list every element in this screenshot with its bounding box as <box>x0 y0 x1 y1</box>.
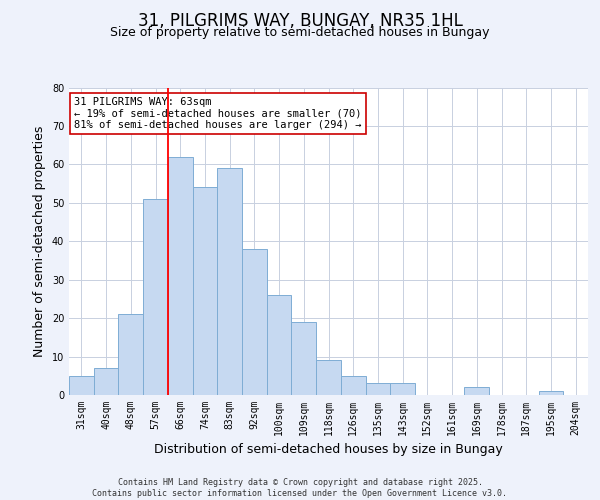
X-axis label: Distribution of semi-detached houses by size in Bungay: Distribution of semi-detached houses by … <box>154 444 503 456</box>
Y-axis label: Number of semi-detached properties: Number of semi-detached properties <box>33 126 46 357</box>
Text: Contains HM Land Registry data © Crown copyright and database right 2025.
Contai: Contains HM Land Registry data © Crown c… <box>92 478 508 498</box>
Text: Size of property relative to semi-detached houses in Bungay: Size of property relative to semi-detach… <box>110 26 490 39</box>
Bar <box>292 322 316 395</box>
Bar <box>390 384 415 395</box>
Bar <box>539 391 563 395</box>
Bar <box>94 368 118 395</box>
Bar <box>316 360 341 395</box>
Bar <box>365 384 390 395</box>
Bar <box>118 314 143 395</box>
Bar <box>242 249 267 395</box>
Bar <box>69 376 94 395</box>
Text: 31, PILGRIMS WAY, BUNGAY, NR35 1HL: 31, PILGRIMS WAY, BUNGAY, NR35 1HL <box>137 12 463 30</box>
Bar <box>217 168 242 395</box>
Bar <box>168 156 193 395</box>
Text: 31 PILGRIMS WAY: 63sqm
← 19% of semi-detached houses are smaller (70)
81% of sem: 31 PILGRIMS WAY: 63sqm ← 19% of semi-det… <box>74 96 362 130</box>
Bar <box>267 295 292 395</box>
Bar <box>143 199 168 395</box>
Bar <box>193 188 217 395</box>
Bar <box>341 376 365 395</box>
Bar <box>464 388 489 395</box>
